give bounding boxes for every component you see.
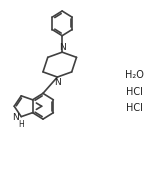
Text: N: N	[13, 113, 19, 122]
Text: H: H	[18, 120, 24, 129]
Text: N: N	[59, 43, 66, 52]
Text: HCl: HCl	[126, 87, 142, 97]
Text: H₂O: H₂O	[124, 70, 143, 80]
Text: N: N	[54, 78, 61, 86]
Text: HCl: HCl	[126, 103, 142, 113]
